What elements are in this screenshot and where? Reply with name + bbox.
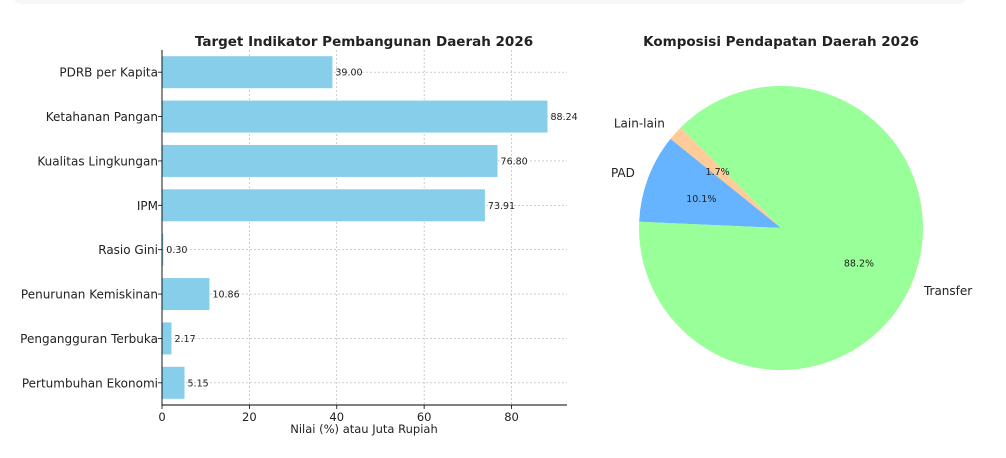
bar <box>162 56 333 89</box>
pie-slice-label: Lain-lain <box>614 117 665 131</box>
y-tick-label: Pertumbuhan Ekonomi <box>22 376 158 390</box>
y-tick-label: IPM <box>137 199 158 213</box>
pie-slice-label: Transfer <box>923 284 972 298</box>
bar <box>162 100 548 133</box>
x-tick-label: 40 <box>329 410 344 424</box>
bar-value-label: 5.15 <box>188 378 209 389</box>
pie-pct-label: 10.1% <box>686 194 716 205</box>
pie-slice <box>670 127 781 228</box>
bar-value-label: 88.24 <box>551 112 578 123</box>
y-tick-label: Pengangguran Terbuka <box>20 332 158 346</box>
y-tick-label: Kualitas Lingkungan <box>37 154 158 168</box>
bar <box>162 366 185 399</box>
bar-chart-xlabel: Nilai (%) atau Juta Rupiah <box>290 422 437 436</box>
x-tick-label: 20 <box>242 410 257 424</box>
pie-slice <box>639 85 924 370</box>
bar <box>162 144 498 177</box>
top-panel-edge <box>12 0 968 4</box>
bar-value-label: 73.91 <box>488 201 515 212</box>
bar-value-label: 2.17 <box>174 334 195 345</box>
bar <box>162 278 210 311</box>
bar <box>162 189 485 222</box>
y-tick-label: Ketahanan Pangan <box>46 110 158 124</box>
pie-pct-label: 1.7% <box>706 167 730 178</box>
bar-value-label: 10.86 <box>212 290 239 301</box>
x-tick-label: 80 <box>504 410 519 424</box>
pie-slice-label: PAD <box>611 166 635 180</box>
bar-value-label: 76.80 <box>501 156 528 167</box>
bar-value-label: 39.00 <box>335 68 362 79</box>
bar-value-label: 0.30 <box>166 245 187 256</box>
pie-chart-title: Komposisi Pendapatan Daerah 2026 <box>643 34 919 50</box>
y-tick-label: Rasio Gini <box>98 243 158 257</box>
bar <box>162 233 164 266</box>
x-tick-label: 0 <box>158 410 165 424</box>
bar <box>162 322 172 355</box>
pie-pct-label: 88.2% <box>844 258 874 269</box>
y-tick-label: PDRB per Kapita <box>59 66 158 80</box>
x-tick-label: 60 <box>417 410 432 424</box>
pie-slice <box>639 138 781 228</box>
y-tick-label: Penurunan Kemiskinan <box>21 288 158 302</box>
bar-chart-title: Target Indikator Pembangunan Daerah 2026 <box>195 34 533 50</box>
